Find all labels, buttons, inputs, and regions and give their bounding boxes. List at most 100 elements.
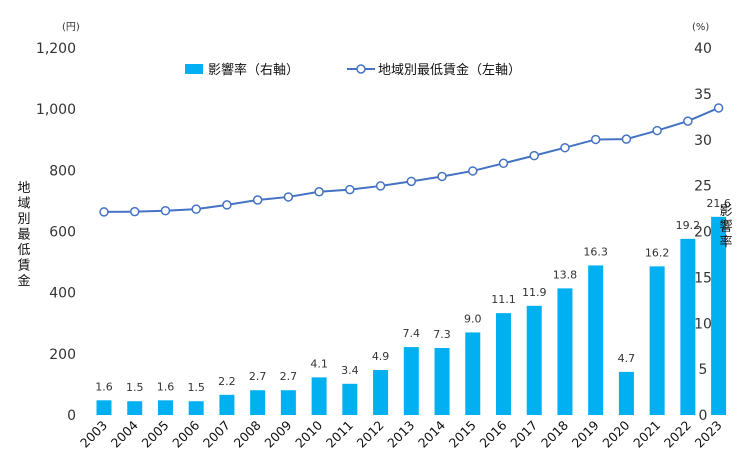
line-point xyxy=(560,142,570,153)
line-path xyxy=(103,107,719,213)
right-axis-tick: 15 xyxy=(694,270,712,286)
left-axis: 0 200 400 600 800 1,000 1,200 xyxy=(36,41,76,424)
x-axis-tick: 2015 xyxy=(446,418,479,451)
x-axis-tick: 2014 xyxy=(415,417,448,450)
right-axis-unit: (%) xyxy=(692,22,709,33)
legend-bar-swatch xyxy=(185,64,203,74)
x-axis: 2003200420052006200720082009201020112012… xyxy=(77,417,725,450)
left-axis-tick: 400 xyxy=(49,286,76,302)
legend: 影響率（右軸） 地域別最低賃金（左軸） xyxy=(185,62,521,78)
bar xyxy=(311,377,327,415)
right-axis-tick: 10 xyxy=(694,316,712,332)
bar-value-label: 1.6 xyxy=(157,380,175,393)
bar xyxy=(280,390,296,415)
bar xyxy=(434,348,450,415)
bar-value-label: 16.2 xyxy=(645,246,670,259)
bar-value-label: 1.6 xyxy=(95,380,113,393)
line-point xyxy=(129,206,140,217)
bar xyxy=(188,401,204,415)
bar-value-label: 19.2 xyxy=(676,219,701,232)
bar xyxy=(219,394,235,415)
right-axis-title: 影響率 xyxy=(719,204,732,250)
bar-value-label: 4.1 xyxy=(310,357,328,370)
line-point xyxy=(652,125,662,136)
left-axis-unit: (円) xyxy=(62,22,80,33)
right-axis-tick: 20 xyxy=(694,225,712,241)
bar xyxy=(557,288,573,415)
right-axis-tick: 25 xyxy=(694,179,712,195)
left-axis-title: 地域別最低賃金 xyxy=(17,181,30,289)
x-axis-tick: 2016 xyxy=(477,417,510,450)
x-axis-tick: 2019 xyxy=(569,417,602,450)
line-point xyxy=(437,171,447,182)
bar-value-label: 9.0 xyxy=(464,312,482,325)
bar-value-label: 1.5 xyxy=(187,381,205,394)
left-axis-tick: 1,000 xyxy=(36,102,76,118)
right-axis-tick: 35 xyxy=(694,87,712,103)
x-axis-tick: 2010 xyxy=(292,417,325,450)
line-point xyxy=(375,181,386,191)
right-axis-tick: 5 xyxy=(699,362,708,378)
x-axis-tick: 2003 xyxy=(77,418,110,451)
x-axis-tick: 2012 xyxy=(354,418,387,451)
bar-value-label: 1.5 xyxy=(126,381,144,394)
x-axis-tick: 2009 xyxy=(261,417,294,450)
bar-value-label: 2.7 xyxy=(280,370,298,383)
x-axis-tick: 2004 xyxy=(108,417,141,450)
left-axis-tick: 800 xyxy=(49,163,76,179)
right-axis-tick: 30 xyxy=(694,133,712,149)
x-axis-tick: 2020 xyxy=(599,417,632,450)
right-axis: 0 5 10 15 20 25 30 35 40 xyxy=(694,41,712,424)
line-point xyxy=(406,176,417,187)
x-axis-tick: 2006 xyxy=(169,417,202,450)
bar-data-labels: 1.6 1.5 1.6 1.5 2.2 2.7 2.7 4.1 3.4 4.9 7.4 7.3 9.0 1… xyxy=(95,197,731,394)
bar xyxy=(342,383,358,415)
line-point xyxy=(468,166,478,176)
bar-value-label: 11.1 xyxy=(491,293,516,306)
x-axis-tick: 2005 xyxy=(138,418,171,451)
bar xyxy=(250,390,266,415)
line-point xyxy=(283,192,294,202)
bar-value-label: 13.8 xyxy=(553,268,578,281)
bar-value-label: 11.9 xyxy=(522,286,547,299)
line-point xyxy=(713,103,724,113)
x-axis-tick: 2008 xyxy=(231,417,264,450)
bar xyxy=(680,238,696,415)
x-axis-tick: 2007 xyxy=(200,418,233,451)
bar-series xyxy=(96,216,727,415)
bar-value-label: 7.3 xyxy=(433,328,451,341)
line-point xyxy=(345,184,355,195)
bar xyxy=(127,401,143,415)
line-point xyxy=(498,158,509,169)
bar xyxy=(157,400,173,415)
line-point xyxy=(191,204,201,214)
x-axis-tick: 2022 xyxy=(661,418,694,451)
line-series xyxy=(99,103,724,217)
bar-value-label: 2.7 xyxy=(249,370,267,383)
line-point xyxy=(621,134,632,144)
bar xyxy=(96,400,112,415)
x-axis-tick: 2023 xyxy=(692,418,725,451)
line-point xyxy=(222,200,232,210)
legend-line-label: 地域別最低賃金（左軸） xyxy=(378,62,521,78)
axis-title-text: 地域別最低賃金 xyxy=(17,181,30,289)
bar xyxy=(618,371,634,415)
bar xyxy=(711,216,727,415)
left-axis-tick: 200 xyxy=(49,347,76,363)
bar xyxy=(649,266,665,415)
bar-value-label: 16.3 xyxy=(583,245,608,258)
bar xyxy=(588,265,604,415)
left-axis-tick: 0 xyxy=(67,408,76,424)
bar-value-label: 21.6 xyxy=(706,197,731,210)
x-axis-tick: 2013 xyxy=(384,418,417,451)
left-axis-tick: 1,200 xyxy=(36,41,76,57)
line-point xyxy=(160,205,171,216)
left-axis-tick: 600 xyxy=(49,225,76,241)
right-axis-tick: 0 xyxy=(699,408,708,424)
x-axis-tick: 2011 xyxy=(323,418,356,451)
x-axis-tick: 2021 xyxy=(630,418,663,451)
line-point xyxy=(252,195,263,205)
bar xyxy=(373,370,389,415)
line-point xyxy=(683,116,693,126)
